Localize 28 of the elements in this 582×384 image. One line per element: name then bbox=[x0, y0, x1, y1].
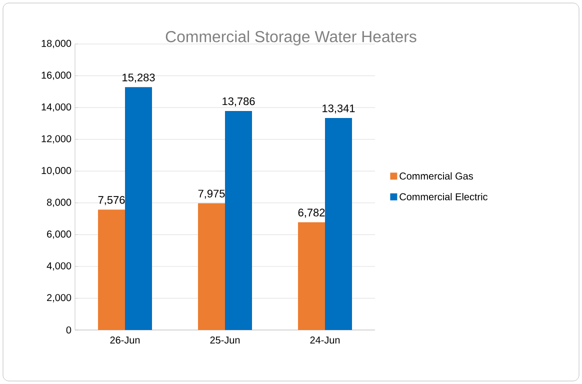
legend-label: Commercial Gas bbox=[400, 172, 473, 180]
data-label: 15,283 bbox=[122, 74, 155, 83]
data-label: 13,786 bbox=[222, 97, 255, 106]
y-tick-label: 12,000 bbox=[42, 135, 72, 144]
y-tick-label: 14,000 bbox=[42, 103, 72, 112]
bar bbox=[325, 118, 352, 330]
bar bbox=[298, 222, 326, 330]
data-label: 6,782 bbox=[298, 208, 325, 218]
x-tick-label: 26-Jun bbox=[110, 336, 140, 344]
y-tick-label: 10,000 bbox=[42, 166, 72, 176]
y-tick-label: 16,000 bbox=[42, 72, 72, 80]
y-tick-label: 8,000 bbox=[46, 198, 72, 208]
y-tick-label: 0 bbox=[66, 326, 72, 334]
y-tick-label: 2,000 bbox=[47, 294, 72, 302]
legend-label: Commercial Electric bbox=[400, 192, 488, 200]
data-label: 7,576 bbox=[98, 196, 125, 206]
chart-title: Commercial Storage Water Heaters bbox=[166, 30, 416, 46]
bar bbox=[125, 87, 152, 330]
bar bbox=[98, 210, 126, 330]
y-tick-label: 6,000 bbox=[47, 230, 72, 239]
x-tick-label: 25-Jun bbox=[210, 336, 240, 344]
y-tick-label: 18,000 bbox=[42, 40, 72, 48]
bar bbox=[198, 203, 226, 330]
bar bbox=[225, 110, 252, 330]
y-tick-label: 4,000 bbox=[46, 262, 72, 271]
x-tick-label: 24-Jun bbox=[310, 336, 340, 344]
data-label: 13,341 bbox=[322, 104, 355, 114]
data-label: 7,975 bbox=[198, 190, 225, 199]
